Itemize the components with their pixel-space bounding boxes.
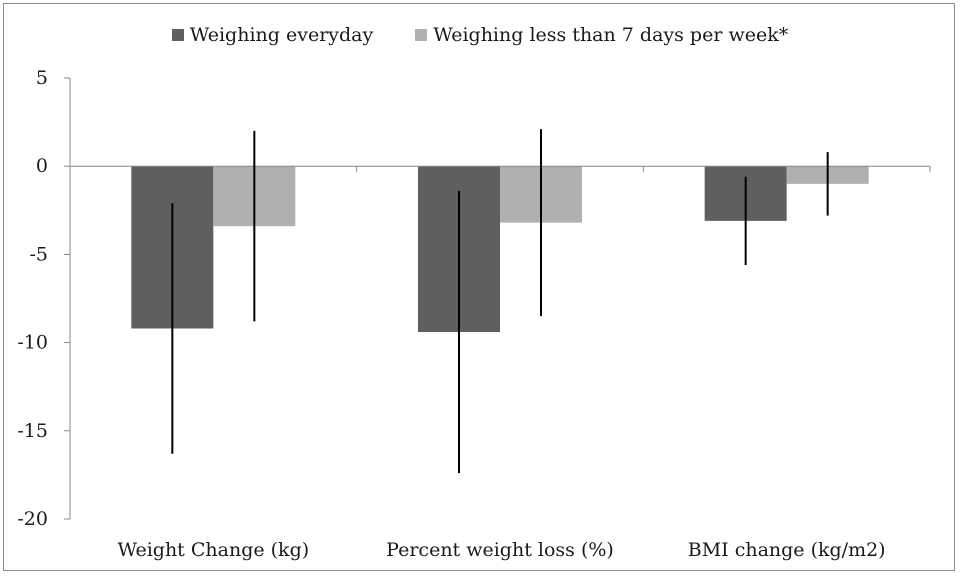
y-tick-label: -15	[17, 420, 48, 442]
legend: Weighing everyday Weighing less than 7 d…	[0, 22, 960, 48]
legend-label-everyday: Weighing everyday	[189, 24, 374, 46]
y-tick-label: -10	[17, 332, 48, 354]
x-category-label: Weight Change (kg)	[117, 539, 309, 561]
legend-swatch-less-than-7	[415, 29, 428, 41]
x-category-label: Percent weight loss (%)	[386, 539, 614, 561]
y-tick-label: 5	[36, 67, 48, 89]
legend-item-less-than-7: Weighing less than 7 days per week*	[415, 24, 788, 46]
y-tick-label: -20	[17, 508, 48, 530]
y-tick-label: -5	[29, 243, 48, 265]
legend-swatch-everyday	[171, 29, 184, 41]
legend-item-everyday: Weighing everyday	[171, 24, 374, 46]
legend-label-less-than-7: Weighing less than 7 days per week*	[433, 24, 789, 46]
x-category-label: BMI change (kg/m2)	[688, 539, 886, 561]
y-tick-label: 0	[36, 155, 48, 177]
